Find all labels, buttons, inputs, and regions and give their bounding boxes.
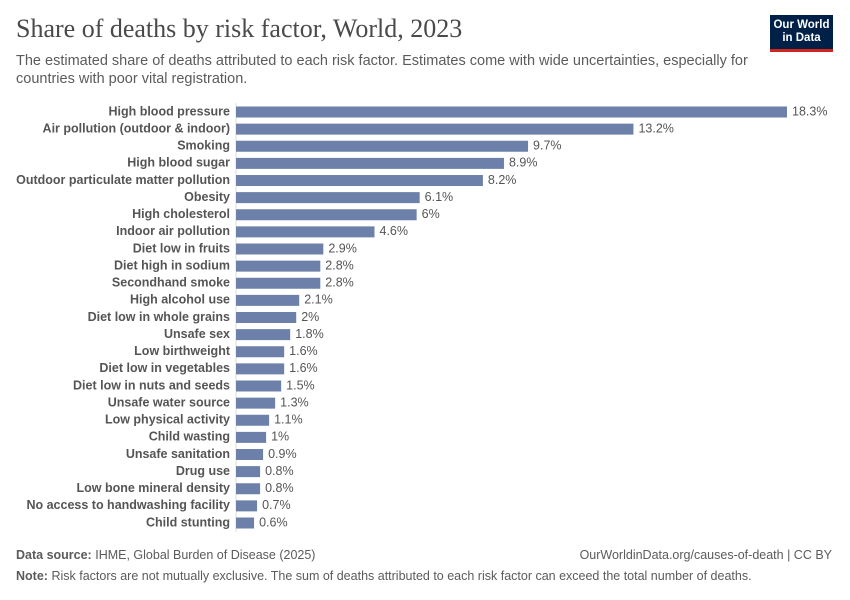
bar — [236, 157, 504, 169]
category-label: Child wasting — [149, 430, 230, 444]
bar — [236, 500, 258, 512]
chart-title: Share of deaths by risk factor, World, 2… — [16, 14, 463, 43]
value-label: 1.6% — [289, 344, 318, 358]
value-label: 8.9% — [509, 156, 537, 170]
value-label: 0.8% — [265, 481, 294, 495]
category-label: Low birthweight — [134, 344, 231, 358]
category-label: Diet high in sodium — [114, 258, 230, 272]
category-label: Diet low in nuts and seeds — [73, 378, 230, 392]
bar — [236, 431, 267, 443]
category-label: Unsafe sanitation — [126, 447, 230, 461]
category-label: Secondhand smoke — [112, 276, 230, 290]
value-label: 1.8% — [295, 327, 324, 341]
category-label: High cholesterol — [132, 207, 230, 221]
bar — [236, 363, 285, 375]
value-label: 8.2% — [488, 173, 517, 187]
bar — [236, 517, 255, 529]
bar — [236, 449, 264, 460]
bar — [236, 483, 261, 495]
source-url[interactable]: OurWorldinData.org/causes-of-death | CC … — [579, 548, 832, 562]
bar — [236, 380, 282, 392]
bar — [236, 209, 417, 221]
category-label: No access to handwashing facility — [26, 498, 230, 512]
note-label: Note: — [16, 569, 48, 583]
bar — [236, 294, 300, 306]
value-label: 0.9% — [268, 447, 297, 461]
value-label: 6.1% — [425, 190, 454, 204]
bar — [236, 175, 483, 186]
source: Data source: IHME, Global Burden of Dise… — [16, 548, 315, 562]
bar — [236, 277, 321, 289]
bar — [236, 140, 529, 152]
category-label: Indoor air pollution — [116, 224, 230, 238]
bar — [236, 346, 285, 358]
value-label: 9.7% — [533, 139, 562, 153]
category-label: Smoking — [177, 139, 230, 153]
value-label: 1.5% — [286, 378, 315, 392]
category-label: High alcohol use — [130, 293, 230, 307]
logo[interactable]: Our World in Data — [770, 15, 833, 52]
value-label: 2.8% — [325, 276, 354, 290]
bar — [236, 226, 375, 238]
source-label: Data source: — [16, 548, 92, 562]
value-label: 2.9% — [328, 241, 357, 255]
value-label: 0.6% — [259, 515, 288, 529]
category-label: Unsafe water source — [108, 395, 230, 409]
value-label: 2.8% — [325, 258, 354, 272]
note-text: Risk factors are not mutually exclusive.… — [51, 569, 752, 583]
chart-subtitle: The estimated share of deaths attributed… — [16, 53, 748, 87]
logo-line: in Data — [782, 32, 821, 44]
bar — [236, 260, 321, 272]
category-label: Obesity — [184, 190, 230, 204]
bar — [236, 397, 276, 409]
value-label: 2.1% — [304, 293, 333, 307]
bar — [236, 312, 297, 323]
bar — [236, 106, 787, 118]
bar — [236, 329, 291, 341]
category-label: Low bone mineral density — [77, 481, 231, 495]
logo-line: Our World — [773, 19, 830, 31]
value-label: 13.2% — [638, 121, 673, 135]
value-label: 0.7% — [262, 498, 291, 512]
category-label: Diet low in fruits — [133, 241, 230, 255]
value-label: 1.1% — [274, 413, 303, 427]
value-label: 6% — [422, 207, 440, 221]
source-text: IHME, Global Burden of Disease (2025) — [95, 548, 316, 562]
category-label: Low physical activity — [105, 413, 230, 427]
category-label: Unsafe sex — [164, 327, 230, 341]
note: Note: Risk factors are not mutually excl… — [16, 569, 752, 583]
bar — [236, 192, 420, 204]
chart: High blood pressure 18.3% Air pollution (o… — [16, 103, 827, 532]
category-label: Air pollution (outdoor & indoor) — [43, 121, 230, 135]
value-label: 18.3% — [792, 104, 827, 118]
category-label: Drug use — [176, 464, 230, 478]
value-label: 1% — [271, 430, 289, 444]
category-label: Diet low in vegetables — [99, 361, 230, 375]
bar — [236, 123, 634, 135]
category-label: High blood pressure — [108, 104, 230, 118]
category-label: Outdoor particulate matter pollution — [16, 173, 230, 187]
category-label: Diet low in whole grains — [88, 310, 230, 324]
value-label: 1.6% — [289, 361, 318, 375]
value-label: 4.6% — [380, 224, 409, 238]
value-label: 1.3% — [280, 395, 309, 409]
value-label: 0.8% — [265, 464, 294, 478]
bar — [236, 466, 261, 478]
value-label: 2% — [301, 310, 319, 324]
bar — [236, 243, 324, 255]
category-label: High blood sugar — [127, 156, 230, 170]
bar — [236, 414, 270, 426]
category-label: Child stunting — [146, 515, 230, 529]
